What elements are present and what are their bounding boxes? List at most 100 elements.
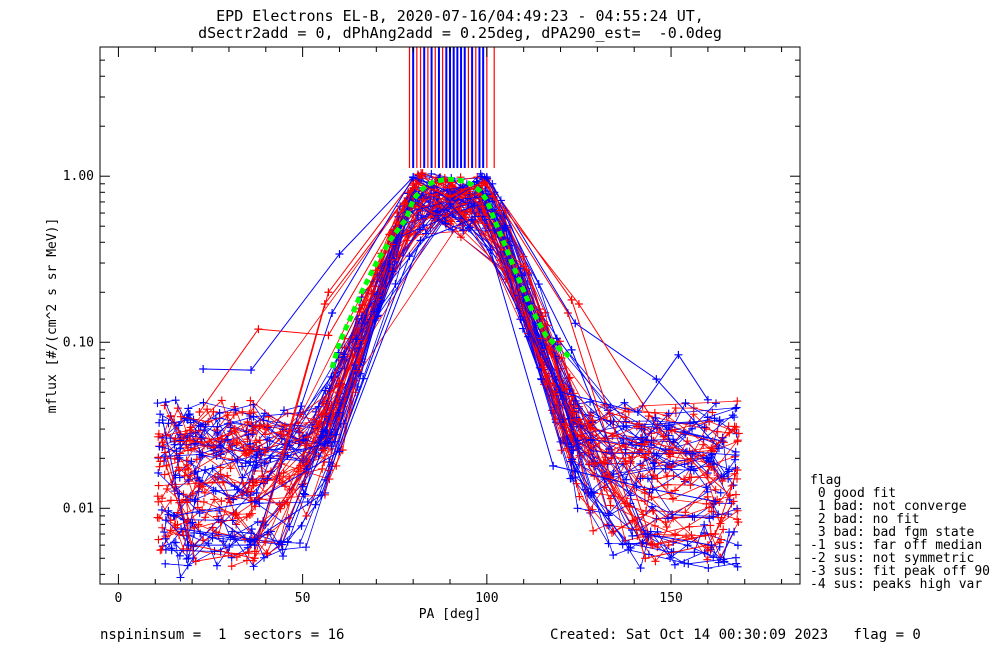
data-point-plus <box>490 226 499 235</box>
data-point-plus <box>641 530 650 539</box>
data-point-plus <box>247 509 256 518</box>
data-point-plus <box>619 421 628 430</box>
data-point-plus <box>681 398 690 407</box>
data-point-plus <box>519 252 528 261</box>
data-point-plus <box>567 442 576 451</box>
data-point-plus <box>302 511 311 520</box>
data-point-plus <box>688 449 697 458</box>
data-point-plus <box>199 365 208 374</box>
y-tick-label: 0.01 <box>63 501 94 516</box>
data-point-plus <box>213 561 222 570</box>
data-point-plus <box>689 466 698 475</box>
data-point-plus <box>164 419 173 428</box>
footer-info-right: Created: Sat Oct 14 00:30:09 2023 flag =… <box>550 627 921 643</box>
data-point-plus <box>446 191 454 200</box>
data-point-plus <box>417 169 426 178</box>
data-point-plus <box>238 473 247 482</box>
data-point-plus <box>208 523 217 532</box>
legend-item: 0 good fit <box>810 486 897 501</box>
data-point-plus <box>253 517 262 526</box>
data-point-plus <box>650 464 659 473</box>
data-point-plus <box>731 463 740 472</box>
data-point-plus <box>728 411 737 420</box>
data-point-plus <box>295 539 304 548</box>
data-point-plus <box>688 512 697 521</box>
data-point-plus <box>247 366 256 375</box>
data-point-plus <box>734 518 743 527</box>
legend-item: 1 bad: not converge <box>810 499 967 514</box>
data-point-plus <box>621 413 630 422</box>
data-point-plus <box>659 432 668 441</box>
data-point-plus <box>730 413 739 422</box>
data-point-plus <box>724 467 733 476</box>
series-line <box>163 188 708 533</box>
chart-fit-group <box>329 176 574 369</box>
data-point-plus <box>724 422 733 431</box>
y-tick-label: 1.00 <box>63 169 94 184</box>
data-point-plus <box>198 482 207 491</box>
data-point-plus <box>194 421 203 430</box>
data-point-plus <box>187 457 196 466</box>
data-point-plus <box>682 447 691 456</box>
data-point-plus <box>201 465 210 474</box>
data-point-plus <box>568 455 577 464</box>
data-point-plus <box>191 439 200 448</box>
data-point-plus <box>707 541 716 550</box>
data-point-plus <box>661 464 670 473</box>
series-line <box>231 172 722 567</box>
data-point-plus <box>167 546 176 555</box>
data-point-plus <box>199 497 208 506</box>
data-point-plus <box>571 396 580 405</box>
data-point-plus <box>385 260 394 269</box>
data-point-plus <box>162 461 171 470</box>
data-point-plus <box>706 457 715 466</box>
data-point-plus <box>587 435 596 444</box>
data-point-plus <box>255 436 264 445</box>
data-point-plus <box>665 421 674 430</box>
data-point-plus <box>650 408 659 417</box>
data-point-plus <box>182 555 191 564</box>
data-point-plus <box>261 430 270 439</box>
data-point-plus <box>731 404 740 413</box>
legend-item: 3 bad: bad fgm state <box>810 525 975 540</box>
data-point-plus <box>601 472 610 481</box>
data-point-plus <box>156 410 165 419</box>
legend-item: -3 sus: fit peak off 90 <box>810 564 991 579</box>
data-point-plus <box>567 345 576 354</box>
data-point-plus <box>637 424 646 433</box>
data-point-plus <box>154 481 163 490</box>
data-point-plus <box>567 392 576 401</box>
data-point-plus <box>228 516 237 525</box>
data-point-plus <box>260 553 269 562</box>
data-point-plus <box>733 436 742 445</box>
data-point-plus <box>478 202 487 211</box>
data-point-plus <box>231 511 240 520</box>
chart-title-line-1: EPD Electrons EL-B, 2020-07-16/04:49:23 … <box>216 7 704 25</box>
data-point-plus <box>209 407 218 416</box>
data-point-plus <box>569 408 578 417</box>
data-point-plus <box>191 495 200 504</box>
data-point-plus <box>246 396 255 405</box>
legend-item: -1 sus: far off median <box>810 538 983 553</box>
series-line <box>180 186 729 456</box>
data-point-plus <box>648 541 657 550</box>
data-point-plus <box>625 453 634 462</box>
data-point-plus <box>702 483 711 492</box>
data-point-plus <box>199 536 208 545</box>
data-point-plus <box>154 468 163 477</box>
data-point-plus <box>324 437 333 446</box>
series-line <box>159 177 706 558</box>
data-point-plus <box>161 534 170 543</box>
data-point-plus <box>250 554 259 563</box>
data-point-plus <box>711 530 720 539</box>
data-point-plus <box>665 450 674 459</box>
data-point-plus <box>571 473 580 482</box>
data-point-plus <box>158 438 167 447</box>
data-point-plus <box>661 518 670 527</box>
data-point-plus <box>154 432 163 441</box>
data-point-plus <box>250 497 259 506</box>
data-point-plus <box>327 372 336 381</box>
data-point-plus <box>247 426 256 435</box>
data-point-plus <box>725 528 734 537</box>
data-point-plus <box>182 460 191 469</box>
